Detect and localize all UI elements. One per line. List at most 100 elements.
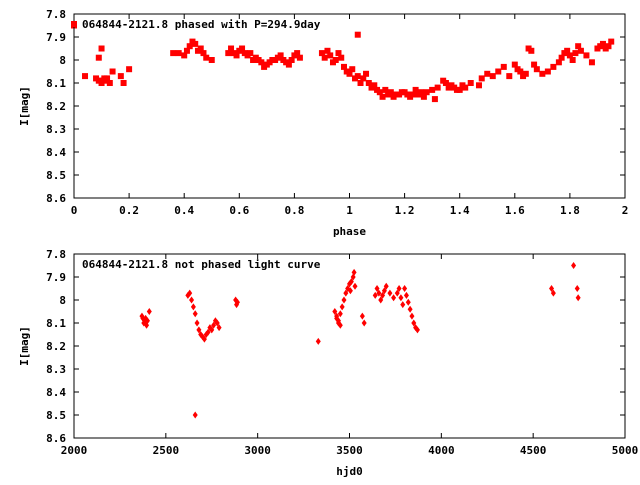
phased-x-tick-label: 1.8	[560, 204, 580, 217]
phased-data-point	[412, 86, 419, 93]
unphased-plot-title: 064844-2121.8 not phased light curve	[82, 258, 321, 271]
phased-data-point	[117, 73, 124, 80]
phased-plot-title: 064844-2121.8 phased with P=294.9day	[82, 18, 321, 31]
phased-data-point	[324, 47, 331, 54]
unphased-y-tick-label: 8.5	[46, 409, 66, 422]
phased-data-point	[572, 50, 579, 57]
unphased-y-axis-label: I[mag]	[18, 326, 31, 366]
unphased-data-point	[341, 296, 347, 304]
unphased-data-point	[575, 294, 581, 302]
unphased-data-point	[571, 262, 577, 269]
phased-data-points	[71, 22, 615, 103]
phased-data-point	[233, 52, 240, 59]
unphased-data-point	[205, 328, 211, 336]
phased-data-point	[106, 80, 113, 86]
unphased-data-point	[332, 308, 338, 315]
unphased-data-point	[335, 317, 341, 325]
phased-data-point	[495, 68, 502, 75]
unphased-y-tick-label: 8.4	[46, 386, 66, 399]
unphased-data-point	[211, 321, 217, 329]
unphased-x-tick-label: 4000	[428, 444, 455, 457]
phased-x-tick-label: 0.4	[174, 204, 194, 217]
unphased-y-tick-label: 7.9	[46, 271, 66, 284]
phased-data-point	[522, 70, 529, 77]
phased-data-point	[569, 57, 576, 63]
unphased-y-tick-label: 8.6	[46, 432, 66, 445]
phased-data-point	[456, 86, 463, 93]
phased-data-point	[506, 73, 513, 80]
unphased-data-point	[574, 285, 580, 292]
phased-data-point	[208, 57, 215, 63]
phased-data-point	[478, 75, 485, 82]
unphased-data-point	[359, 312, 365, 320]
phased-data-point	[418, 89, 425, 96]
phased-data-point	[577, 47, 584, 54]
phased-data-point	[258, 59, 265, 66]
unphased-data-point	[376, 289, 382, 297]
phased-data-point	[175, 50, 182, 57]
unphased-data-point	[201, 335, 207, 343]
phased-data-point	[382, 86, 389, 93]
phased-y-tick-label: 8.3	[46, 123, 66, 136]
unphased-data-point	[374, 285, 380, 292]
phased-data-point	[360, 75, 367, 82]
phased-data-point	[349, 66, 356, 73]
unphased-light-curve-panel: 2000 2500 3000 3500 4000 4500 5000 7.8 7.9 8 8.1 8…	[18, 248, 638, 478]
phased-data-point	[335, 50, 342, 57]
unphased-x-tick-label: 2500	[153, 444, 180, 457]
phased-data-point	[484, 70, 491, 77]
phased-data-point	[550, 63, 557, 70]
phased-y-tick-label: 8.2	[46, 100, 66, 113]
phased-data-point	[354, 31, 361, 38]
unphased-data-point	[381, 287, 387, 295]
phased-data-point	[588, 59, 595, 66]
phased-data-point	[431, 96, 438, 103]
unphased-data-point	[351, 268, 357, 276]
unphased-data-point	[383, 282, 389, 290]
unphased-data-point	[187, 289, 193, 297]
phased-data-point	[109, 68, 116, 75]
phased-data-point	[247, 50, 254, 57]
phased-data-point	[228, 45, 235, 52]
phased-data-point	[285, 61, 292, 68]
phased-data-point	[442, 80, 449, 86]
unphased-data-point	[400, 301, 406, 309]
phased-data-point	[200, 50, 207, 57]
phased-data-point	[528, 47, 535, 54]
unphased-data-point	[391, 294, 397, 302]
phased-x-tick-label: 0.8	[284, 204, 304, 217]
phased-x-tick-label: 2	[622, 204, 629, 217]
phased-data-point	[583, 52, 590, 59]
phased-data-point	[363, 70, 370, 77]
unphased-data-point	[194, 319, 200, 327]
phased-data-point	[379, 93, 386, 100]
phased-data-point	[82, 73, 89, 80]
phased-data-point	[338, 54, 345, 61]
unphased-x-tick-label: 5000	[612, 444, 639, 457]
phased-light-curve-panel: 0 0.2 0.4 0.6 0.8 1 1.2 1.4 1.6 1.8 2 7.8 7.9 8 8.1 8.…	[18, 8, 628, 238]
unphased-data-point	[407, 305, 413, 313]
unphased-data-point	[405, 298, 411, 306]
unphased-data-point	[192, 411, 198, 419]
unphased-data-point	[378, 296, 384, 304]
unphased-y-tick-label: 8.3	[46, 363, 66, 376]
phased-data-point	[186, 43, 193, 50]
unphased-y-tick-label: 7.8	[46, 248, 66, 261]
unphased-data-point	[234, 298, 240, 306]
phased-data-point	[95, 54, 102, 61]
phased-x-axis-ticks: 0 0.2 0.4 0.6 0.8 1 1.2 1.4 1.6 1.8 2	[71, 14, 629, 217]
unphased-data-point	[380, 291, 386, 299]
phased-data-point	[429, 86, 436, 93]
unphased-data-point	[402, 285, 408, 292]
phased-x-tick-label: 0.2	[119, 204, 139, 217]
phased-data-point	[467, 80, 474, 86]
phased-data-point	[539, 70, 546, 77]
phased-data-point	[354, 73, 361, 80]
unphased-data-point	[411, 319, 417, 327]
phased-data-point	[120, 80, 127, 86]
unphased-y-axis-ticks: 7.8 7.9 8 8.1 8.2 8.3 8.4 8.5 8.6	[46, 248, 625, 445]
unphased-data-point	[387, 289, 393, 297]
phased-data-point	[420, 93, 427, 100]
